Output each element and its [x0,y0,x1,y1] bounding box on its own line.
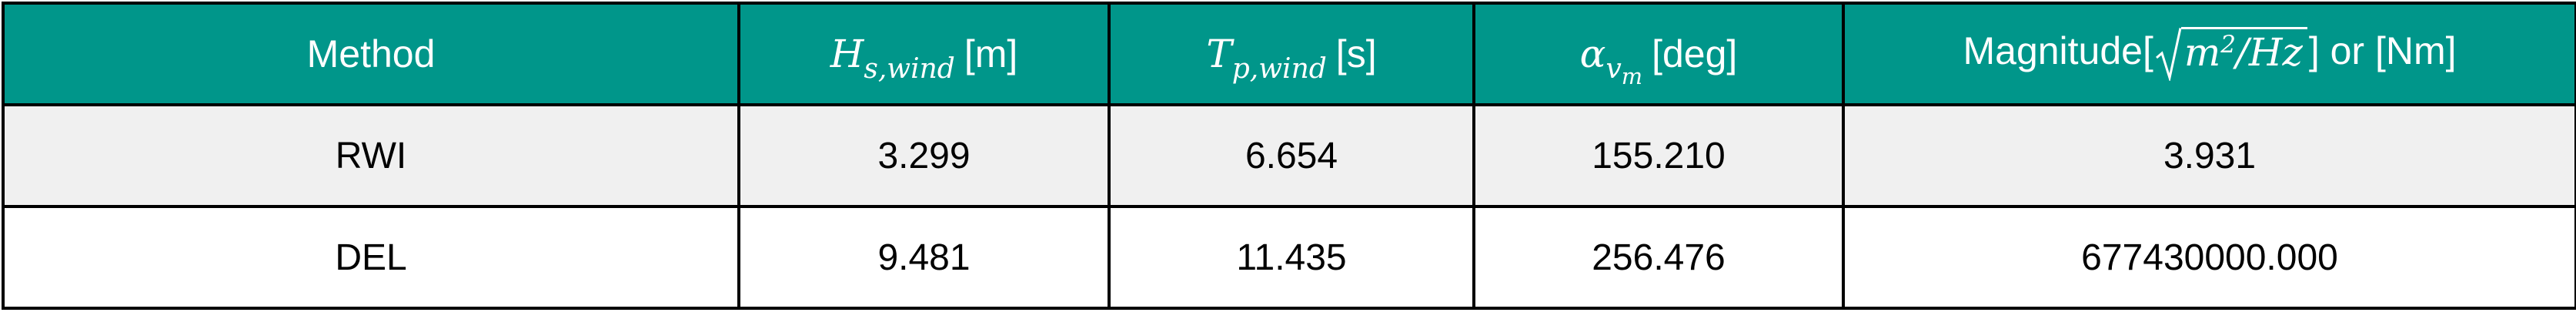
hs-unit: [m] [964,32,1018,76]
radicand-rest: /Hz [2236,30,2303,75]
cell-alpha: 155.210 [1472,103,1845,208]
table-body: RWI 3.299 6.654 155.210 3.931 DEL 9.481 … [2,103,2576,310]
hs-symbol: H [830,32,864,76]
tp-symbol: T [1206,32,1232,76]
cell-tp: 11.435 [1108,205,1475,310]
hs-subscript: s,wind [864,52,955,85]
cell-method: DEL [2,205,740,310]
cell-magnitude: 677430000.000 [1842,205,2576,310]
header-method-label: Method [306,32,436,76]
header-row: Method Hs,wind [m] Tp,wind [s] αvm[deg] Ma… [2,2,2576,106]
cell-magnitude: 3.931 [1842,103,2576,208]
cell-alpha: 256.476 [1472,205,1845,310]
radical-sign-icon [2155,28,2181,81]
alpha-unit: [deg] [1652,32,1738,76]
alpha-symbol: α [1579,32,1606,76]
header-significant-wave-height: Hs,wind [m] [737,2,1111,106]
cell-hs: 3.299 [737,103,1111,208]
alpha-subscript: vm [1605,52,1642,90]
cell-hs: 9.481 [737,205,1111,310]
header-magnitude: Magnitude[ m2/Hz] or [Nm] [1842,2,2576,106]
radicand: m2/Hz [2180,27,2307,81]
header-angle: αvm [deg] [1472,2,1845,106]
table-row: RWI 3.299 6.654 155.210 3.931 [2,103,2576,208]
alpha-subscript-v: v [1605,52,1622,85]
table-header: Method Hs,wind [m] Tp,wind [s] αvm[deg] Ma… [2,2,2576,106]
square-root-sign: m2/Hz [2155,27,2307,81]
tp-unit: [s] [1335,32,1377,76]
table-row: DEL 9.481 11.435 256.476 677430000.000 [2,205,2576,310]
cell-method: RWI [2,103,740,208]
magnitude-prefix: Magnitude[ [1963,29,2153,73]
alpha-subsubscript-m: m [1621,63,1643,90]
header-peak-period: Tp,wind [s] [1108,2,1475,106]
tp-subscript: p,wind [1231,52,1327,85]
cell-tp: 6.654 [1108,103,1475,208]
radicand-exponent: 2 [2220,30,2237,59]
radicand-base: m [2183,30,2221,75]
magnitude-suffix: ] or [Nm] [2308,29,2457,73]
results-table: Method Hs,wind [m] Tp,wind [s] αvm[deg] Ma… [2,2,2576,310]
header-method: Method [2,2,740,106]
